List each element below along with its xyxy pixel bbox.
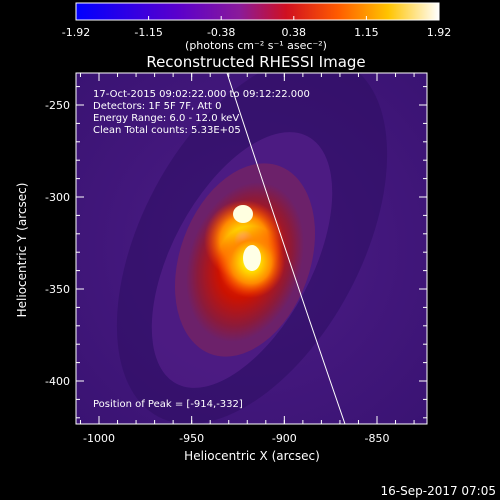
footer-timestamp: 16-Sep-2017 07:05 — [380, 484, 496, 498]
colorbar-ticks: -1.92 -1.15 -0.38 0.38 1.15 1.92 — [62, 16, 451, 39]
colorbar-tick-label: -1.15 — [134, 26, 162, 39]
plot-frame — [75, 72, 428, 425]
colorbar-tick-label: 1.92 — [427, 26, 452, 39]
colorbar-units-label: (photons cm⁻² s⁻¹ asec⁻²) — [185, 39, 327, 52]
x-axis-ticks: -1000 -950 -900 -850 — [79, 73, 415, 445]
x-tick-label: -950 — [179, 432, 204, 445]
y-tick-label: -350 — [45, 283, 70, 296]
colorbar — [75, 2, 440, 21]
colorbar-tick-label: -1.92 — [62, 26, 90, 39]
y-tick-label: -400 — [45, 375, 70, 388]
plot-title: Reconstructed RHESSI Image — [146, 53, 365, 71]
info-line-energy: Energy Range: 6.0 - 12.0 keV — [93, 113, 239, 124]
colorbar-tick-label: -0.38 — [207, 26, 235, 39]
colorbar-tick-label: 1.15 — [354, 26, 379, 39]
x-axis-label: Heliocentric X (arcsec) — [184, 449, 320, 463]
y-axis-ticks: -250 -300 -350 -400 — [45, 86, 427, 419]
colorbar-tick-label: 0.38 — [282, 26, 307, 39]
y-axis-label: Heliocentric Y (arcsec) — [15, 183, 29, 318]
info-line-counts: Clean Total counts: 5.33E+05 — [93, 125, 241, 136]
x-tick-label: -1000 — [83, 432, 115, 445]
peak-position-text: Position of Peak = [-914,-332] — [93, 399, 243, 410]
heatmap-image — [76, 73, 427, 424]
info-line-time: 17-Oct-2015 09:02:22.000 to 09:12:22.000 — [93, 89, 310, 100]
info-line-detectors: Detectors: 1F 5F 7F, Att 0 — [93, 101, 221, 112]
solar-limb-line — [226, 73, 346, 424]
x-tick-label: -900 — [272, 432, 297, 445]
y-tick-label: -300 — [45, 191, 70, 204]
x-tick-label: -850 — [365, 432, 390, 445]
y-tick-label: -250 — [45, 99, 70, 112]
